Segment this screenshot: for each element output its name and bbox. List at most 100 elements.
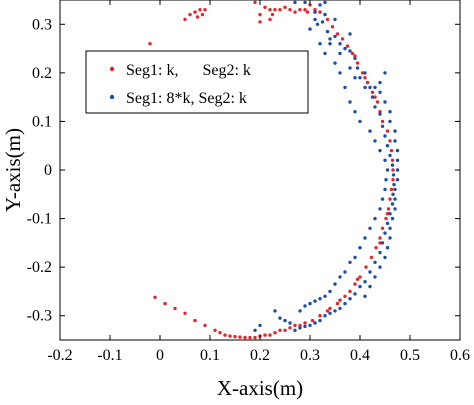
series-1-point-3 [315, 22, 320, 26]
series-1-point-107 [383, 255, 387, 260]
series-1-point-85 [318, 297, 322, 301]
y-tick-label-5: -0.2 [27, 259, 52, 276]
series-1-point-21 [385, 144, 390, 148]
series-0-point-91 [248, 335, 252, 340]
series-1-point-84 [323, 294, 327, 298]
series-0-point-74 [258, 20, 262, 24]
series-1-point-37 [353, 292, 357, 296]
series-0-point-14 [378, 110, 382, 114]
series-0-point-65 [268, 8, 272, 12]
series-0-point-10 [360, 71, 365, 75]
series-0-point-6 [340, 37, 345, 41]
x-tick-label-7: 0.5 [400, 347, 420, 364]
series-0-point-82 [378, 241, 382, 245]
x-axis-label: X-axis(m) [217, 376, 303, 400]
series-0-point-35 [335, 301, 340, 306]
series-1-point-52 [278, 316, 282, 320]
series-0-point-33 [348, 289, 352, 294]
series-1-point-34 [368, 270, 372, 274]
y-tick-label-2: 0.1 [32, 113, 52, 130]
legend-label-blue: Seg1: 8*k, Seg2: k [126, 90, 247, 107]
series-1-point-23 [390, 163, 395, 167]
series-0-point-30 [364, 265, 368, 269]
series-0-point-9 [355, 61, 360, 65]
series-0-point-84 [338, 298, 342, 302]
series-1-point-10 [348, 49, 352, 53]
series-1-point-82 [333, 282, 337, 286]
series-0-point-38 [310, 318, 315, 323]
x-tick-label-5: 0.3 [300, 347, 320, 364]
series-1-point-122 [323, 12, 327, 17]
series-1-point-112 [328, 42, 332, 46]
series-1-point-38 [348, 297, 352, 301]
series-0-point-70 [293, 10, 297, 14]
series-1-point-99 [395, 178, 400, 182]
series-0-point-54 [153, 295, 157, 299]
series-0-point-37 [318, 314, 322, 318]
series-0-point-79 [363, 76, 367, 80]
series-1-point-31 [380, 241, 385, 245]
series-0-point-73 [305, 10, 310, 14]
series-1-point-79 [348, 260, 352, 264]
series-1-point-83 [328, 289, 332, 294]
series-1-point-70 [384, 178, 388, 182]
series-1-point-68 [383, 158, 387, 162]
series-1-point-118 [378, 80, 382, 85]
series-1-point-25 [392, 182, 396, 187]
series-1-point-56 [308, 27, 312, 31]
series-1-point-115 [353, 76, 357, 80]
series-0-point-23 [388, 197, 392, 201]
series-1-point-7 [333, 34, 337, 39]
series-1-point-116 [363, 85, 367, 90]
series-1-point-60 [338, 71, 342, 75]
series-1-point-110 [368, 284, 372, 289]
series-0-point-88 [278, 328, 282, 332]
legend: Seg1: k, Seg2: k Seg1: 8*k, Seg2: k [85, 50, 309, 114]
series-0-point-8 [350, 51, 355, 56]
series-0-point-32 [353, 282, 357, 286]
series-0-point-76 [270, 12, 275, 17]
series-0-point-77 [258, 12, 262, 17]
series-1-point-96 [395, 148, 400, 153]
series-0-point-50 [193, 318, 197, 323]
series-0-point-43 [263, 333, 267, 337]
series-1-point-9 [343, 46, 347, 51]
series-0-point-52 [173, 306, 177, 311]
series-1-point-13 [358, 76, 362, 80]
series-0-point-85 [328, 306, 332, 311]
series-1-point-103 [390, 216, 395, 221]
series-1-point-120 [348, 32, 352, 36]
series-1-point-92 [388, 110, 392, 114]
series-0-point-63 [253, 0, 257, 5]
series-1-point-55 [253, 328, 257, 332]
series-1-point-46 [308, 323, 312, 328]
series-0-point-87 [288, 326, 292, 330]
series-1-point-39 [343, 301, 347, 306]
series-1-point-15 [368, 85, 372, 90]
series-0-point-51 [183, 311, 187, 315]
series-0-point-45 [243, 335, 247, 340]
series-0-point-22 [389, 187, 394, 192]
series-1-point-71 [383, 187, 387, 192]
series-0-point-2 [318, 10, 322, 14]
series-0-point-28 [374, 246, 378, 250]
series-0-point-19 [390, 158, 395, 162]
series-1-point-20 [383, 134, 387, 138]
series-1-point-64 [358, 119, 362, 124]
y-tick-label-3: 0 [44, 162, 52, 179]
series-0-point-47 [223, 333, 227, 337]
series-1-point-80 [343, 270, 347, 274]
x-tick-label-2: 0 [156, 347, 164, 364]
series-0-point-3 [325, 17, 330, 22]
series-1-point-36 [358, 284, 362, 289]
series-1-point-42 [328, 311, 332, 315]
x-tick-label-4: 0.2 [250, 347, 270, 364]
series-1-point-87 [308, 301, 312, 306]
series-1-point-75 [368, 226, 372, 230]
x-tick-label-0: -0.2 [47, 347, 72, 364]
series-1-point-119 [383, 71, 387, 75]
series-0-point-31 [358, 275, 362, 279]
series-1-point-88 [303, 304, 307, 308]
series-1-point-5 [325, 29, 330, 34]
